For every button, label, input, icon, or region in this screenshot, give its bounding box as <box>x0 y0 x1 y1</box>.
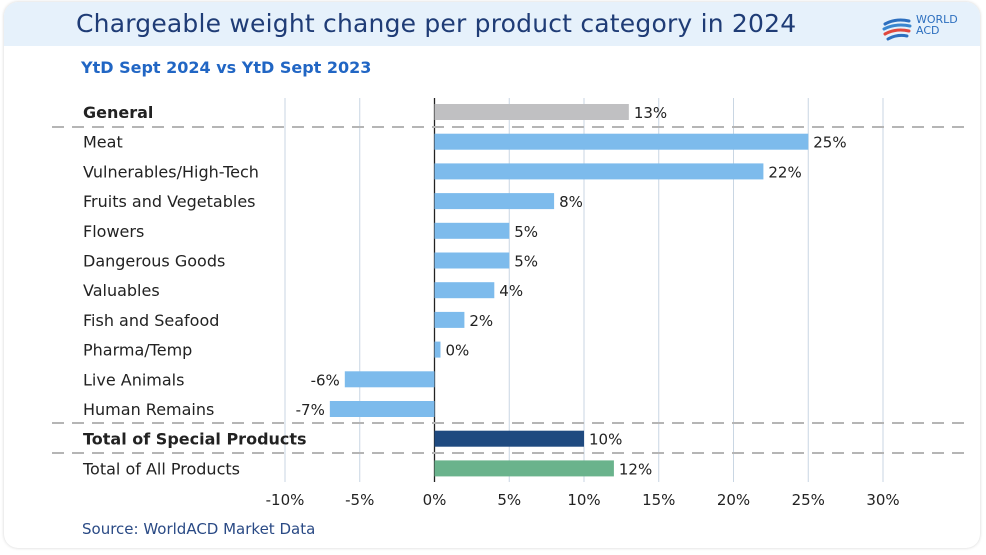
bar <box>434 460 614 477</box>
logo-line-1: WORLD <box>916 13 958 26</box>
data-label: 5% <box>514 223 538 241</box>
bar <box>434 282 495 299</box>
category-label: Vulnerables/High-Tech <box>83 162 259 181</box>
bar <box>434 311 465 328</box>
category-labels: General Meat Vulnerables/High-Tech Fruits a… <box>82 103 307 478</box>
category-label: Total of Special Products <box>83 430 307 449</box>
bar <box>434 193 555 210</box>
x-tick-label: 25% <box>792 491 825 509</box>
chart-title: Chargeable weight change per product cat… <box>76 9 797 38</box>
category-label: Dangerous Goods <box>83 252 225 271</box>
data-label: -6% <box>311 371 340 389</box>
x-tick-label: 0% <box>423 491 447 509</box>
x-tick-label: 30% <box>866 491 899 509</box>
category-label: Flowers <box>83 222 144 241</box>
chart-card: Chargeable weight change per product cat… <box>4 2 980 548</box>
bar <box>344 371 435 388</box>
bars <box>329 104 809 477</box>
bar <box>434 430 584 447</box>
data-label: 0% <box>445 342 469 360</box>
category-label: Fruits and Vegetables <box>83 192 256 211</box>
logo-text: WORLD ACD <box>916 14 958 36</box>
category-label: Total of All Products <box>82 459 240 478</box>
data-label: 25% <box>813 134 846 152</box>
category-label: Live Animals <box>83 370 184 389</box>
x-tick-label: -5% <box>345 491 374 509</box>
data-label: 8% <box>559 193 583 211</box>
bar <box>434 163 764 180</box>
data-label: 2% <box>469 312 493 330</box>
bar <box>329 401 435 417</box>
title-bar: Chargeable weight change per product cat… <box>4 2 980 46</box>
value-labels: 13% 25% 22% 8% 5% 5% 4% 2%0% -6% -7% 10% 12% <box>296 104 847 478</box>
source-note: Source: WorldACD Market Data <box>82 520 316 538</box>
data-label: 5% <box>514 253 538 271</box>
x-axis-ticks: -10% -5% 0% 5% 10% 15% 20% 25% 30% <box>266 491 900 509</box>
x-tick-label: 20% <box>717 491 750 509</box>
data-label: 10% <box>589 431 622 449</box>
grid-lines <box>284 98 884 482</box>
x-tick-label: 10% <box>567 491 600 509</box>
x-tick-label: -10% <box>266 491 305 509</box>
data-label: 13% <box>634 104 667 122</box>
category-label: Fish and Seafood <box>83 311 219 330</box>
x-tick-label: 15% <box>642 491 675 509</box>
category-label: General <box>83 103 153 122</box>
chart-subtitle: YtD Sept 2024 vs YtD Sept 2023 <box>81 58 372 77</box>
data-label: -7% <box>296 401 325 419</box>
data-label: 22% <box>768 163 801 181</box>
worldacd-logo: WORLD ACD <box>882 12 972 44</box>
globe-icon <box>882 18 912 41</box>
data-label: 4% <box>499 282 523 300</box>
bar <box>434 341 441 358</box>
category-label: Pharma/Temp <box>83 341 192 360</box>
bar <box>434 222 510 239</box>
category-label: Valuables <box>83 281 160 300</box>
bar <box>434 252 510 269</box>
separators <box>52 126 968 454</box>
bar <box>434 133 809 150</box>
x-tick-label: 5% <box>497 491 521 509</box>
logo-line-2: ACD <box>916 24 940 37</box>
category-label: Human Remains <box>83 400 214 419</box>
category-label: Meat <box>83 133 123 152</box>
data-label: 12% <box>619 460 652 478</box>
bar <box>434 104 629 120</box>
